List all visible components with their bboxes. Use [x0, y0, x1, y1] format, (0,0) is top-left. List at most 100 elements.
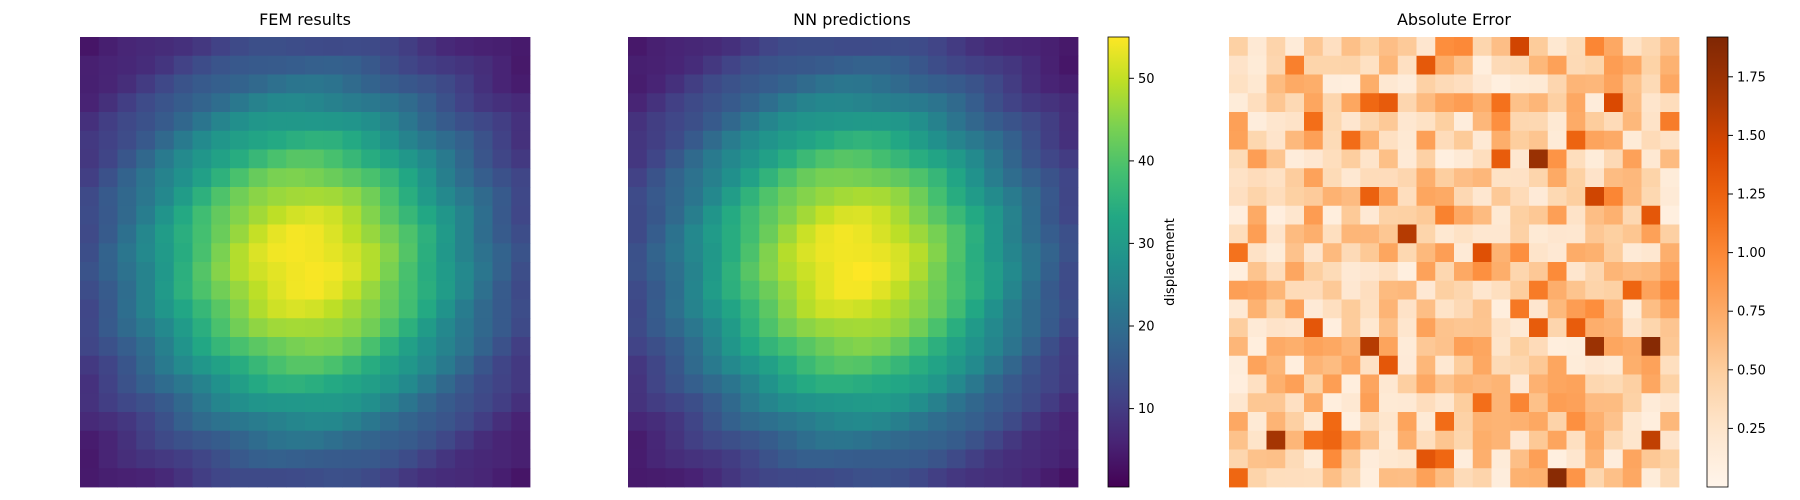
fem-cell: [455, 130, 475, 150]
err-cell: [1585, 149, 1605, 169]
fem-cell: [323, 355, 343, 375]
fem-cell: [173, 112, 193, 132]
fem-cell: [305, 449, 325, 469]
err-cell: [1322, 262, 1342, 282]
nn-cell: [665, 205, 685, 225]
fem-cell: [436, 337, 456, 357]
fem-cell: [473, 280, 493, 300]
nn-cell: [721, 412, 741, 432]
err-cell: [1266, 55, 1286, 75]
fem-cell: [455, 374, 475, 394]
err-cell: [1360, 205, 1380, 225]
err-cell: [1247, 449, 1267, 469]
nn-cell: [853, 262, 873, 282]
err-cell: [1266, 337, 1286, 357]
fem-cell: [361, 130, 381, 150]
err-cell: [1304, 337, 1324, 357]
fem-cell: [267, 149, 287, 169]
nn-cell: [703, 337, 723, 357]
fem-cell: [98, 55, 118, 75]
nn-cell: [665, 355, 685, 375]
fem-cell: [417, 355, 437, 375]
err-cell: [1247, 130, 1267, 150]
fem-cell: [436, 355, 456, 375]
err-cell: [1472, 55, 1492, 75]
fem-cell: [211, 224, 231, 244]
err-cell: [1641, 337, 1661, 357]
fem-cell: [98, 224, 118, 244]
nn-cell: [1021, 468, 1041, 488]
fem-cell: [492, 449, 512, 469]
err-cell: [1660, 449, 1680, 469]
fem-cell: [267, 449, 287, 469]
fem-cell: [473, 55, 493, 75]
nn-cell: [909, 412, 929, 432]
nn-cell: [853, 449, 873, 469]
err-cell: [1416, 168, 1436, 188]
err-cell: [1229, 149, 1249, 169]
fem-cell: [267, 318, 287, 338]
nn-cell: [740, 112, 760, 132]
nn-cell: [703, 112, 723, 132]
nn-cell: [628, 280, 648, 300]
nn-cell: [721, 468, 741, 488]
fem-cell: [473, 262, 493, 282]
nn-cell: [853, 37, 873, 57]
fem-cell: [398, 318, 418, 338]
fem-cell: [80, 112, 100, 132]
nn-cell: [721, 280, 741, 300]
err-cell: [1472, 449, 1492, 469]
fem-cell: [455, 468, 475, 488]
fem-cell: [98, 262, 118, 282]
err-cell: [1435, 187, 1455, 207]
nn-cell: [909, 74, 929, 94]
fem-cell: [117, 93, 137, 113]
fem-cell: [248, 168, 268, 188]
err-cell: [1660, 130, 1680, 150]
nn-cell: [703, 37, 723, 57]
fem-cell: [192, 187, 212, 207]
fem-cell: [155, 112, 175, 132]
fem-cell: [342, 37, 362, 57]
err-cell: [1322, 224, 1342, 244]
err-cell: [1547, 355, 1567, 375]
nn-cell: [984, 149, 1004, 169]
err-cell: [1491, 243, 1511, 263]
nn-cell: [928, 449, 948, 469]
fem-cell: [361, 93, 381, 113]
err-cell: [1322, 130, 1342, 150]
err-cell: [1379, 412, 1399, 432]
nn-cell: [628, 224, 648, 244]
err-cell: [1566, 187, 1586, 207]
nn-cell: [1003, 187, 1023, 207]
err-cell: [1510, 393, 1530, 413]
err-cell: [1641, 299, 1661, 319]
fem-cell: [248, 449, 268, 469]
displacement-tick-label: 50: [1138, 72, 1155, 87]
err-cell: [1566, 412, 1586, 432]
nn-cell: [871, 262, 891, 282]
fem-cell: [155, 468, 175, 488]
err-cell: [1229, 393, 1249, 413]
err-cell: [1229, 187, 1249, 207]
fem-cell: [417, 224, 437, 244]
err-cell: [1285, 374, 1305, 394]
err-cell: [1435, 149, 1455, 169]
nn-cell: [1059, 393, 1079, 413]
fem-cell: [80, 299, 100, 319]
err-cell: [1566, 262, 1586, 282]
err-cell: [1304, 468, 1324, 488]
nn-cell: [965, 205, 985, 225]
nn-cell: [721, 93, 741, 113]
nn-cell: [703, 224, 723, 244]
nn-cell: [1021, 93, 1041, 113]
err-cell: [1435, 168, 1455, 188]
err-cell: [1285, 205, 1305, 225]
err-cell: [1322, 374, 1342, 394]
fem-cell: [305, 280, 325, 300]
fem-cell: [417, 412, 437, 432]
nn-cell: [890, 374, 910, 394]
nn-cell: [946, 149, 966, 169]
err-cell: [1641, 393, 1661, 413]
nn-cell: [965, 37, 985, 57]
